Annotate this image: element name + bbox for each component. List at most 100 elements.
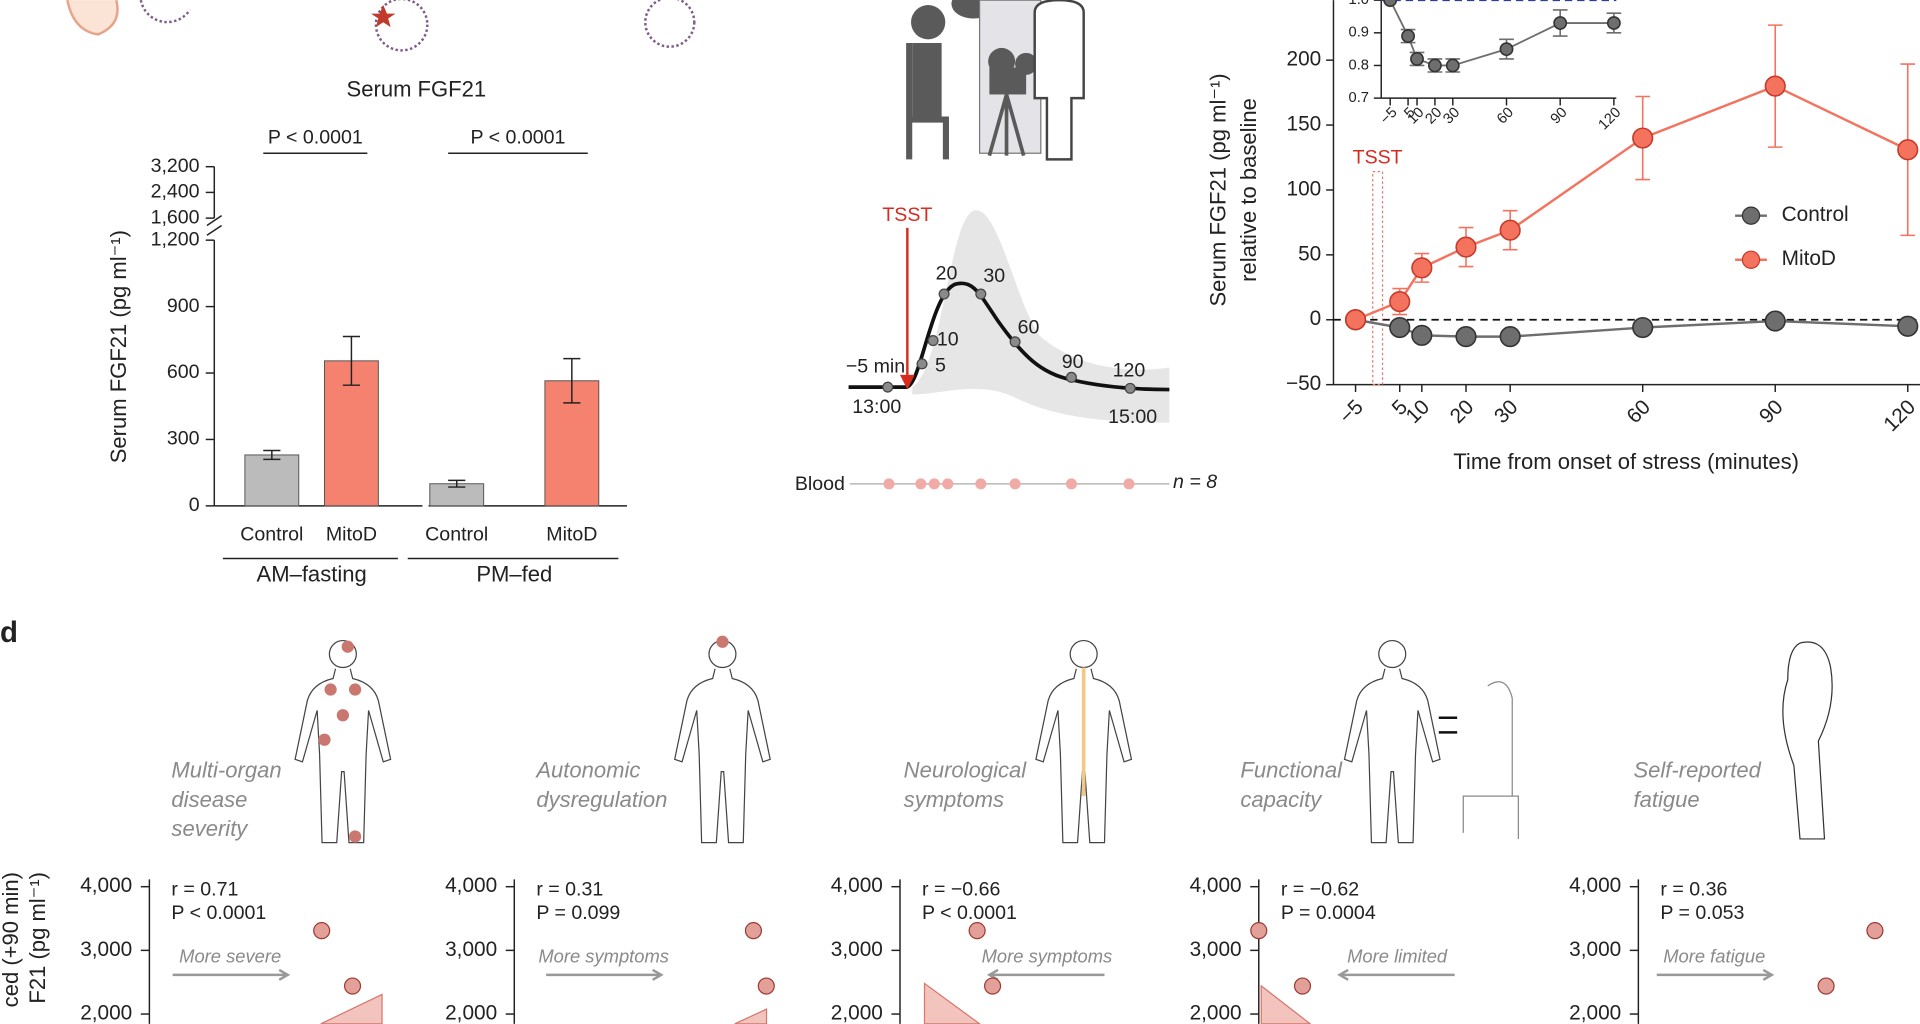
y-tick-label: 1,200 [151,228,200,250]
legend-marker [1741,250,1761,269]
data-point [1344,309,1367,331]
y-tick-label: 50 [1298,242,1321,265]
y-tick-label: 3,000 [1190,938,1242,961]
error-bar [563,357,581,404]
y-tick-label: 900 [167,295,200,317]
data-point [1411,324,1433,346]
y-tick-label: −50 [1286,372,1321,395]
x-tick-label: −5 [1335,395,1368,428]
p-value: P < 0.0001 [922,902,1017,924]
y-tick-label: 4,000 [831,874,883,897]
data-point [1499,219,1521,241]
group-label: AM–fasting [257,562,367,587]
timepoint-label: 30 [983,265,1005,287]
y-tick-label: 4,000 [445,874,497,897]
y-tick-label: 1.0 [1349,0,1369,8]
x-tick-label: Control [425,523,488,545]
stressor-label: TSST [882,204,932,226]
y-axis-label: ced (+90 min) [0,872,23,1007]
y-tick-label: 2,000 [445,1002,497,1024]
p-value: P = 0.053 [1660,902,1744,924]
y-tick-label: 4,000 [80,874,132,897]
axis-break [206,215,223,236]
direction-label: More severe [179,946,281,967]
domain-caption: fatigue [1633,787,1699,812]
annotation: TSST [1353,146,1403,168]
data-point [1817,977,1835,995]
direction-label: More symptoms [982,946,1113,967]
direction-arrow [986,968,1105,981]
timepoint-label: 5 [935,354,946,376]
y-tick-label: 2,000 [80,1002,132,1024]
data-point [1606,16,1621,30]
legend-marker [1741,206,1761,225]
x-tick-label: MitoD [326,523,377,545]
x-tick-label: 30 [1440,105,1463,128]
p-value: P < 0.0001 [471,127,566,149]
x-tick-label: Control [240,523,303,545]
y-tick-label: 0.9 [1349,25,1369,41]
data-point [1389,316,1411,339]
chart-title: Serum FGF21 [347,77,487,102]
y-tick-label: 2,000 [1569,1002,1621,1024]
data-point [744,922,762,940]
r-value: r = −0.66 [922,879,1000,901]
stress-window [1372,170,1384,386]
data-point [1866,922,1884,940]
error-bar [342,335,360,386]
data-point [1897,139,1919,161]
y-tick-label: 3,000 [80,938,132,961]
data-point [1410,52,1424,66]
error-bar [448,479,466,488]
domain-caption: symptoms [904,787,1004,812]
start-time: 13:00 [852,396,901,418]
r-value: r = 0.71 [171,879,238,901]
r-value: r = 0.36 [1660,879,1727,901]
tsst-schematic: TSST −5 min 5 10 20 30 60 90 120 13:00 1… [795,204,1217,495]
direction-arrow [172,968,291,981]
y-tick-label: 2,000 [831,1002,883,1024]
x-tick-label: MitoD [546,523,597,545]
y-axis-label: relative to baseline [1236,98,1261,282]
confidence-bands [320,982,1312,1024]
sample-n: n = 8 [1173,471,1217,493]
data-point [313,922,331,940]
domain-caption: Self-reported [1633,757,1761,782]
x-tick-label: 120 [1879,395,1920,436]
y-tick-label: 3,000 [445,938,497,961]
data-point [1250,922,1268,940]
x-tick-label: −5 [1377,105,1400,128]
domain-caption: Functional [1240,757,1343,782]
y-axis-label: Serum FGF21 (pg ml⁻¹) [106,230,131,463]
domain-caption: disease [171,787,247,812]
data-point [1383,0,1398,8]
p-value: P = 0.0004 [1281,902,1376,924]
timepoint-label: 10 [937,329,959,351]
end-time: 15:00 [1108,406,1157,428]
y-tick-label: 4,000 [1569,874,1621,897]
x-axis-label: Time from onset of stress (minutes) [1453,449,1799,474]
data-point [983,977,1002,995]
timepoint-label: 60 [1018,316,1040,338]
panel-label: d [0,616,18,649]
data-point [1455,236,1477,258]
x-tick-label: 30 [1490,395,1523,428]
data-point [757,977,775,995]
legend-label: Control [1782,203,1849,226]
data-point [343,977,362,995]
y-tick-label: 2,000 [1190,1002,1242,1024]
domain-caption: Neurological [904,757,1028,782]
x-tick-label: 90 [1755,395,1788,428]
series-line [1389,0,1614,67]
y-tick-label: 0.8 [1349,57,1369,73]
x-tick-label: 20 [1446,395,1479,428]
direction-arrow [1337,968,1455,981]
y-tick-label: 0.7 [1349,90,1369,106]
direction-label: More fatigue [1663,946,1765,967]
y-tick-label: 300 [167,428,200,450]
data-point [1764,75,1786,97]
data-point [1455,326,1477,348]
timepoint-label: 20 [936,263,958,285]
p-value: P = 0.099 [536,902,620,924]
y-tick-label: 200 [1287,48,1322,71]
